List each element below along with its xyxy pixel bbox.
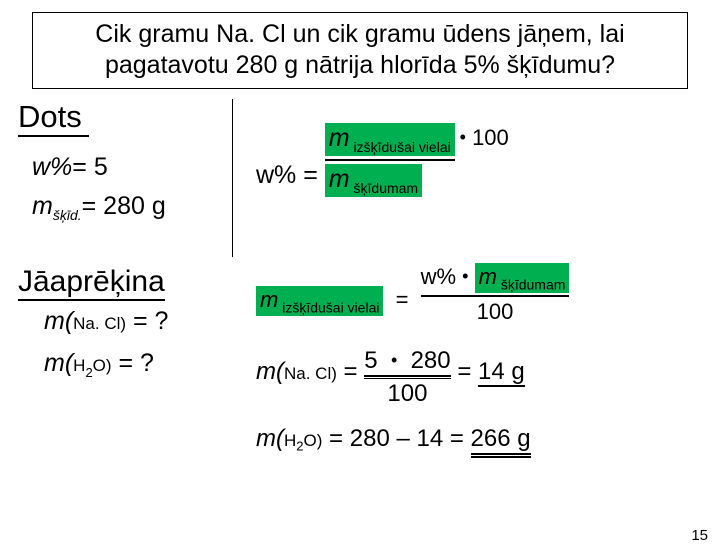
c1-den: 100 bbox=[364, 380, 450, 408]
c1-eq: = bbox=[337, 358, 364, 385]
req1-par: Na. Cl) bbox=[73, 314, 126, 333]
given-heading: Dots bbox=[18, 99, 89, 137]
mult-100: • 100 bbox=[460, 125, 509, 151]
required-heading: Jāaprēķina bbox=[18, 265, 165, 301]
c2-expr: 280 – 14 = bbox=[350, 425, 471, 452]
req2-par: H bbox=[73, 356, 85, 375]
m-value: = 280 g bbox=[82, 192, 166, 220]
den-sub: šķīdumam bbox=[350, 180, 418, 196]
formula-numerator: m izšķīdušai vielai • 100 bbox=[325, 123, 455, 156]
c1-fraction: 5 • 280 100 bbox=[364, 347, 450, 408]
w-label: w% bbox=[32, 153, 72, 181]
c2-res: 266 g bbox=[471, 425, 531, 455]
rearr-den: 100 bbox=[421, 299, 570, 325]
given-block: w%= 5 mšķīd.= 280 g bbox=[32, 143, 166, 233]
num-m: m bbox=[329, 124, 350, 152]
highlight-numerator: m izšķīdušai vielai bbox=[325, 123, 455, 156]
question-line2: pagatavotu 280 g nātrija hlorīda 5% šķīd… bbox=[105, 51, 615, 79]
den-m: m bbox=[329, 165, 350, 193]
w-value: = 5 bbox=[72, 153, 107, 181]
req1-tail: = ? bbox=[126, 307, 168, 335]
formula-rearranged: m izšķīdušai vielai = w% • m šķīdumam 10… bbox=[256, 263, 569, 325]
formula-fraction: m izšķīdušai vielai • 100 m šķīdumam bbox=[325, 123, 455, 197]
rearr-fraction: w% • m šķīdumam 100 bbox=[421, 263, 570, 325]
content: Dots w%= 5 mšķīd.= 280 g w% = m izšķīduš… bbox=[0, 99, 720, 137]
question-line1: Cik gramu Na. Cl un cik gramu ūdens jāņe… bbox=[95, 20, 624, 48]
req1-fn: m( bbox=[44, 307, 73, 335]
m-sub: šķīd. bbox=[53, 207, 82, 223]
rearr-msub: izšķīdušai vielai bbox=[278, 299, 379, 315]
formula-definition: w% = m izšķīdušai vielai • 100 m šķīduma… bbox=[256, 123, 455, 197]
c1-fn: m( bbox=[256, 358, 284, 385]
c1-eq2: = bbox=[457, 358, 478, 385]
highlight-rhs-m: m šķīdumam bbox=[475, 263, 570, 293]
formula-denominator: m šķīdumam bbox=[325, 164, 455, 197]
c1-res: 14 g bbox=[478, 358, 525, 387]
rearr-nm: m bbox=[479, 264, 497, 289]
required-1: m(Na. Cl) = ? bbox=[44, 307, 168, 336]
rearr-m: m bbox=[260, 287, 278, 312]
rearr-dot: • bbox=[462, 266, 468, 286]
rearr-w: w% bbox=[421, 264, 456, 289]
highlight-lhs: m izšķīdušai vielai bbox=[256, 286, 383, 316]
c2-sub: 2 bbox=[296, 438, 303, 453]
rearr-num: w% • m šķīdumam bbox=[421, 263, 570, 293]
req2-sub: 2 bbox=[85, 365, 92, 380]
rearr-nmsub: šķīdumam bbox=[497, 276, 565, 292]
question-box: Cik gramu Na. Cl un cik gramu ūdens jāņe… bbox=[32, 12, 688, 89]
num-sub: izšķīdušai vielai bbox=[350, 139, 451, 155]
vertical-rule bbox=[232, 99, 233, 257]
calculation-2: m(H2O) = 280 – 14 = 266 g bbox=[256, 425, 531, 455]
c2-eq: = bbox=[322, 425, 349, 452]
c1-line bbox=[364, 378, 450, 379]
c2-par2: O) bbox=[304, 431, 323, 450]
req2-par2: O) bbox=[93, 356, 112, 375]
c2-par: H bbox=[284, 431, 296, 450]
c1-num: 5 • 280 bbox=[364, 347, 450, 377]
req2-fn: m( bbox=[44, 349, 73, 377]
required-2: m(H2O) = ? bbox=[44, 349, 154, 380]
req2-tail: = ? bbox=[112, 349, 154, 377]
highlight-denominator: m šķīdumam bbox=[325, 164, 422, 197]
given-m: mšķīd.= 280 g bbox=[32, 192, 166, 223]
c2-fn: m( bbox=[256, 425, 284, 452]
page-number: 15 bbox=[691, 527, 708, 544]
mult-val: 100 bbox=[472, 125, 509, 150]
rearr-line bbox=[421, 295, 570, 297]
calculation-1: m(Na. Cl) = 5 • 280 100 = 14 g bbox=[256, 347, 525, 408]
fraction-line bbox=[325, 159, 455, 161]
rearr-eq: = bbox=[396, 287, 409, 312]
c1-par: Na. Cl) bbox=[284, 364, 337, 383]
m-label: m bbox=[32, 192, 53, 220]
given-w: w%= 5 bbox=[32, 153, 166, 182]
formula-lhs: w% = bbox=[256, 161, 318, 189]
